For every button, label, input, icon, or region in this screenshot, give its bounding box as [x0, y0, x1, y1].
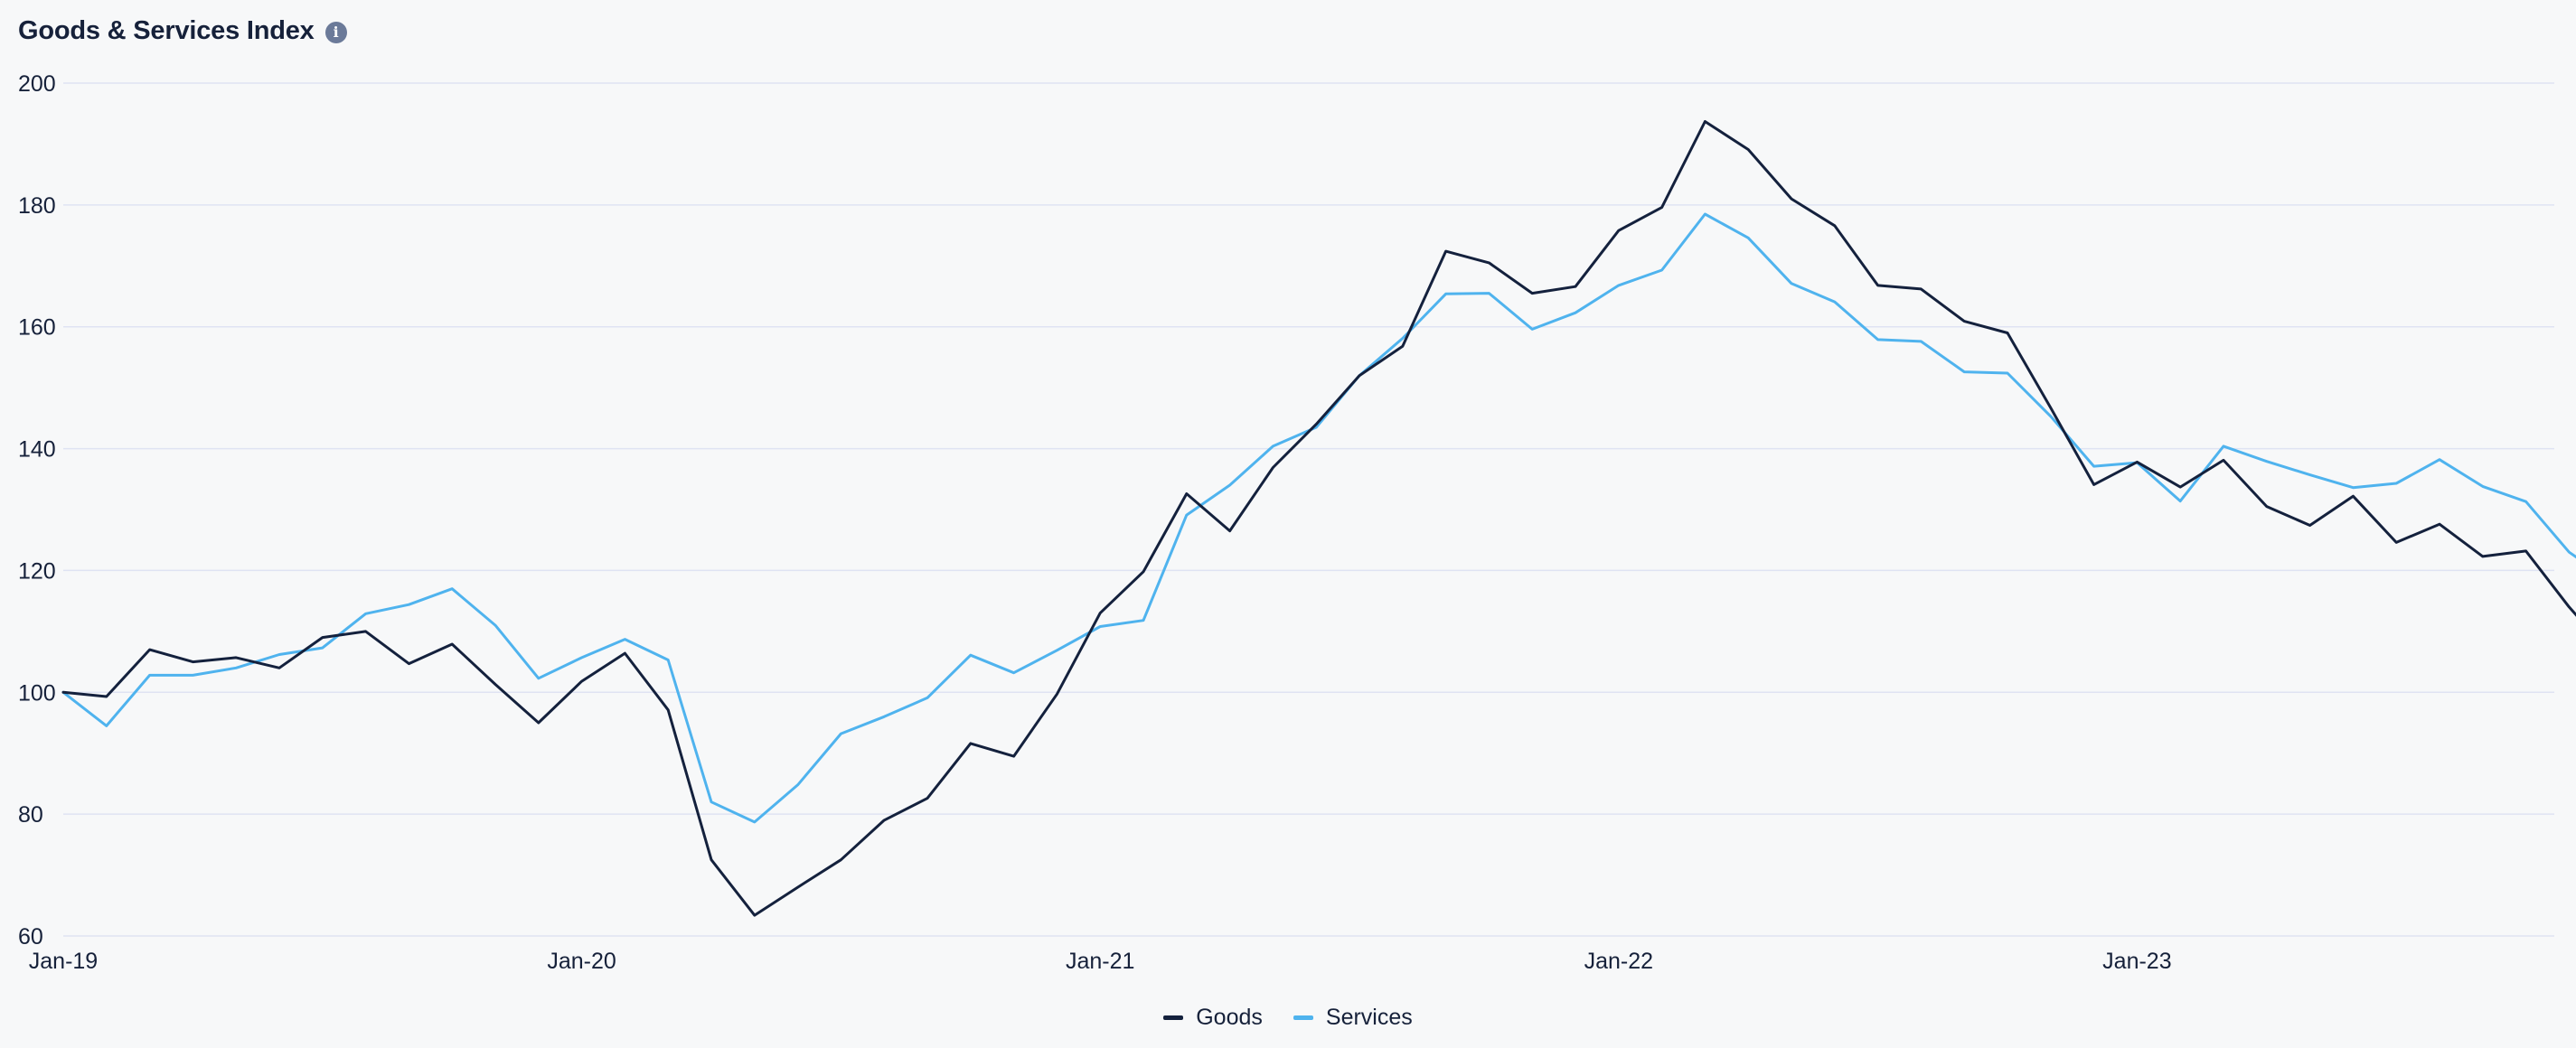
y-tick-label: 140 — [18, 437, 56, 463]
legend-item-goods[interactable]: Goods — [1163, 1005, 1263, 1031]
y-tick-label: 80 — [18, 802, 43, 828]
chart-legend: Goods Services — [0, 1005, 2576, 1031]
y-tick-label: 160 — [18, 315, 56, 341]
y-tick-label: 100 — [18, 680, 56, 706]
x-tick-label: Jan-19 — [29, 949, 98, 974]
legend-item-services[interactable]: Services — [1293, 1005, 1413, 1031]
legend-label: Goods — [1196, 1005, 1263, 1030]
info-icon[interactable]: i — [324, 22, 347, 43]
legend-swatch — [1293, 1015, 1313, 1020]
legend-label: Services — [1325, 1005, 1413, 1030]
y-tick-label: 120 — [18, 558, 56, 584]
x-tick-label: Jan-22 — [1584, 949, 1653, 974]
x-tick-label: Jan-20 — [547, 949, 616, 974]
series-line-services[interactable] — [61, 212, 2576, 824]
series-line-goods[interactable] — [61, 120, 2576, 917]
x-tick-label: Jan-21 — [1066, 949, 1134, 974]
chart-header: Goods & Services Index i — [18, 16, 347, 46]
legend-swatch — [1163, 1015, 1184, 1020]
x-tick-label: Jan-23 — [2102, 949, 2171, 974]
chart-title: Goods & Services Index — [18, 16, 315, 45]
y-tick-label: 200 — [18, 71, 56, 97]
y-tick-label: 180 — [18, 193, 56, 219]
y-tick-label: 60 — [18, 924, 43, 950]
